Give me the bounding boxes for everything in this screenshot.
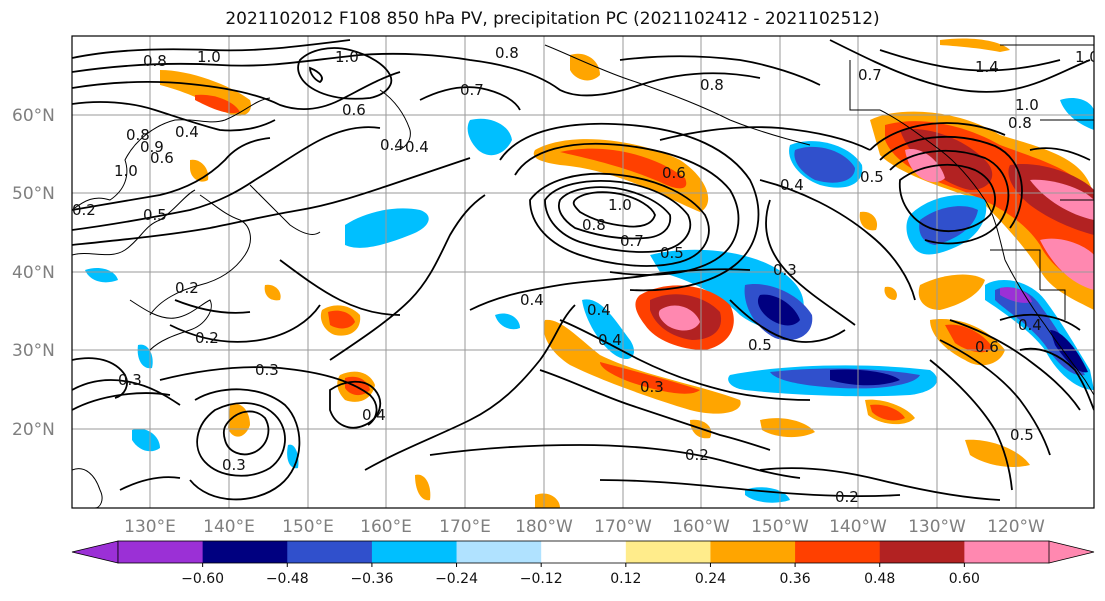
contour-label: 0.6 [975, 338, 999, 356]
contour-label: 0.4 [587, 301, 611, 319]
colorbar-tick-label: −0.48 [266, 571, 309, 587]
colorbar-swatch [625, 541, 711, 563]
lat-label: 40°N [12, 263, 55, 283]
longitude-labels: 130°E 140°E 150°E 160°E 170°E 180°W 170°… [124, 517, 1045, 537]
colorbar-swatch [541, 541, 627, 563]
contour-label: 0.4 [520, 291, 544, 309]
colorbar-tick-label: 0.12 [610, 571, 641, 587]
colorbar-tick-label: −0.36 [350, 571, 393, 587]
contour-label: 0.9 [140, 138, 164, 156]
contour-label: 0.2 [175, 279, 199, 297]
contour-label: 1.0 [1015, 96, 1039, 114]
colorbar-tick-label: −0.24 [435, 571, 478, 587]
contour-label: 0.4 [1018, 316, 1042, 334]
lon-label: 160°E [360, 517, 412, 537]
colorbar-swatch [118, 541, 204, 563]
lon-label: 150°W [751, 517, 809, 537]
contour-label: 0.4 [362, 406, 386, 424]
contour-label: 1.0 [335, 48, 359, 66]
contour-label: 0.5 [660, 244, 684, 262]
colorbar-extend-high [1048, 540, 1095, 564]
contour-label: 0.6 [662, 164, 686, 182]
colorbar-extend-low [71, 540, 119, 564]
contour-label: 0.7 [460, 81, 484, 99]
contour-label: 1.0 [197, 48, 221, 66]
contour-label: 0.5 [143, 206, 167, 224]
lon-label: 140°E [203, 517, 255, 537]
lon-label: 160°W [672, 517, 730, 537]
colorbar-swatch [964, 541, 1050, 563]
contour-label: 0.8 [495, 44, 519, 62]
contour-label: 0.6 [342, 101, 366, 119]
map-title: 2021102012 F108 850 hPa PV, precipitatio… [225, 9, 880, 29]
contour-label: 0.8 [1008, 114, 1032, 132]
contour-label: 0.4 [175, 123, 199, 141]
lon-label: 170°E [439, 517, 491, 537]
contour-label: 0.7 [858, 66, 882, 84]
lon-label: 170°W [594, 517, 652, 537]
contour-label: 0.5 [1010, 426, 1034, 444]
contour-label: 0.4 [598, 331, 622, 349]
lat-label: 30°N [12, 341, 55, 361]
contour-label: 0.2 [685, 446, 709, 464]
contour-label: 0.7 [620, 232, 644, 250]
colorbar-swatch [202, 541, 288, 563]
contour-label: 0.3 [255, 361, 279, 379]
lat-label: 20°N [12, 420, 55, 440]
colorbar-swatch [456, 541, 542, 563]
map-gridlines [72, 36, 1094, 508]
pv-contours [72, 39, 1094, 501]
map-panel: 0.8 1.0 1.0 0.8 0.7 0.6 0.4 0.8 0.9 0.6 … [71, 35, 1099, 509]
contour-label: 0.4 [405, 138, 429, 156]
contour-label: 0.6 [150, 149, 174, 167]
contour-label: 0.2 [835, 488, 859, 506]
colorbar-swatch [371, 541, 458, 563]
colorbar-tick-labels: −0.60 −0.48 −0.36 −0.24 −0.12 0.12 0.24 0.36 0.4… [181, 563, 980, 587]
contour-label: 1.0 [114, 162, 138, 180]
colorbar-swatch [287, 541, 373, 563]
lat-label: 60°N [12, 106, 55, 126]
pv-contour-labels: 0.8 1.0 1.0 0.8 0.7 0.6 0.4 0.8 0.9 0.6 … [72, 44, 1099, 506]
colorbar-frame [117, 540, 1050, 564]
map-frame [71, 35, 1095, 509]
colorbar-swatch [710, 541, 796, 563]
lon-label: 140°W [829, 517, 887, 537]
contour-label: 1.0 [1075, 48, 1099, 66]
colorbar-tick-label: −0.12 [520, 571, 563, 587]
lon-label: 120°W [987, 517, 1045, 537]
contour-label: 0.3 [640, 378, 664, 396]
contour-label: 0.8 [126, 126, 150, 144]
lat-label: 50°N [12, 184, 55, 204]
colorbar [71, 540, 1095, 564]
contour-label: 0.5 [748, 336, 772, 354]
contour-label: 0.2 [72, 201, 96, 219]
contour-label: 0.4 [780, 176, 804, 194]
colorbar-tick-label: 0.60 [949, 571, 980, 587]
lon-label: 150°E [282, 517, 334, 537]
lon-label: 130°W [908, 517, 966, 537]
lon-label: 130°E [124, 517, 176, 537]
contour-label: 0.4 [380, 136, 404, 154]
colorbar-swatch [879, 541, 965, 563]
contour-label: 0.3 [222, 456, 246, 474]
contour-label: 0.5 [860, 168, 884, 186]
contour-label: 0.8 [143, 52, 167, 70]
latitude-labels: 60°N 50°N 40°N 30°N 20°N [12, 106, 55, 440]
colorbar-tick-label: −0.60 [181, 571, 224, 587]
contour-label: 0.3 [773, 261, 797, 279]
colorbar-tick-label: 0.36 [780, 571, 811, 587]
colorbar-tick-label: 0.24 [695, 571, 726, 587]
colorbar-swatch [795, 541, 881, 563]
lon-label: 180°W [515, 517, 573, 537]
contour-label: 0.2 [195, 329, 219, 347]
contour-label: 1.0 [608, 196, 632, 214]
contour-label: 0.8 [582, 216, 606, 234]
colorbar-tick-label: 0.48 [864, 571, 895, 587]
contour-label: 0.8 [700, 76, 724, 94]
precipitation-shading [85, 38, 1094, 508]
contour-label: 1.4 [975, 58, 999, 76]
contour-label: 0.3 [118, 371, 142, 389]
